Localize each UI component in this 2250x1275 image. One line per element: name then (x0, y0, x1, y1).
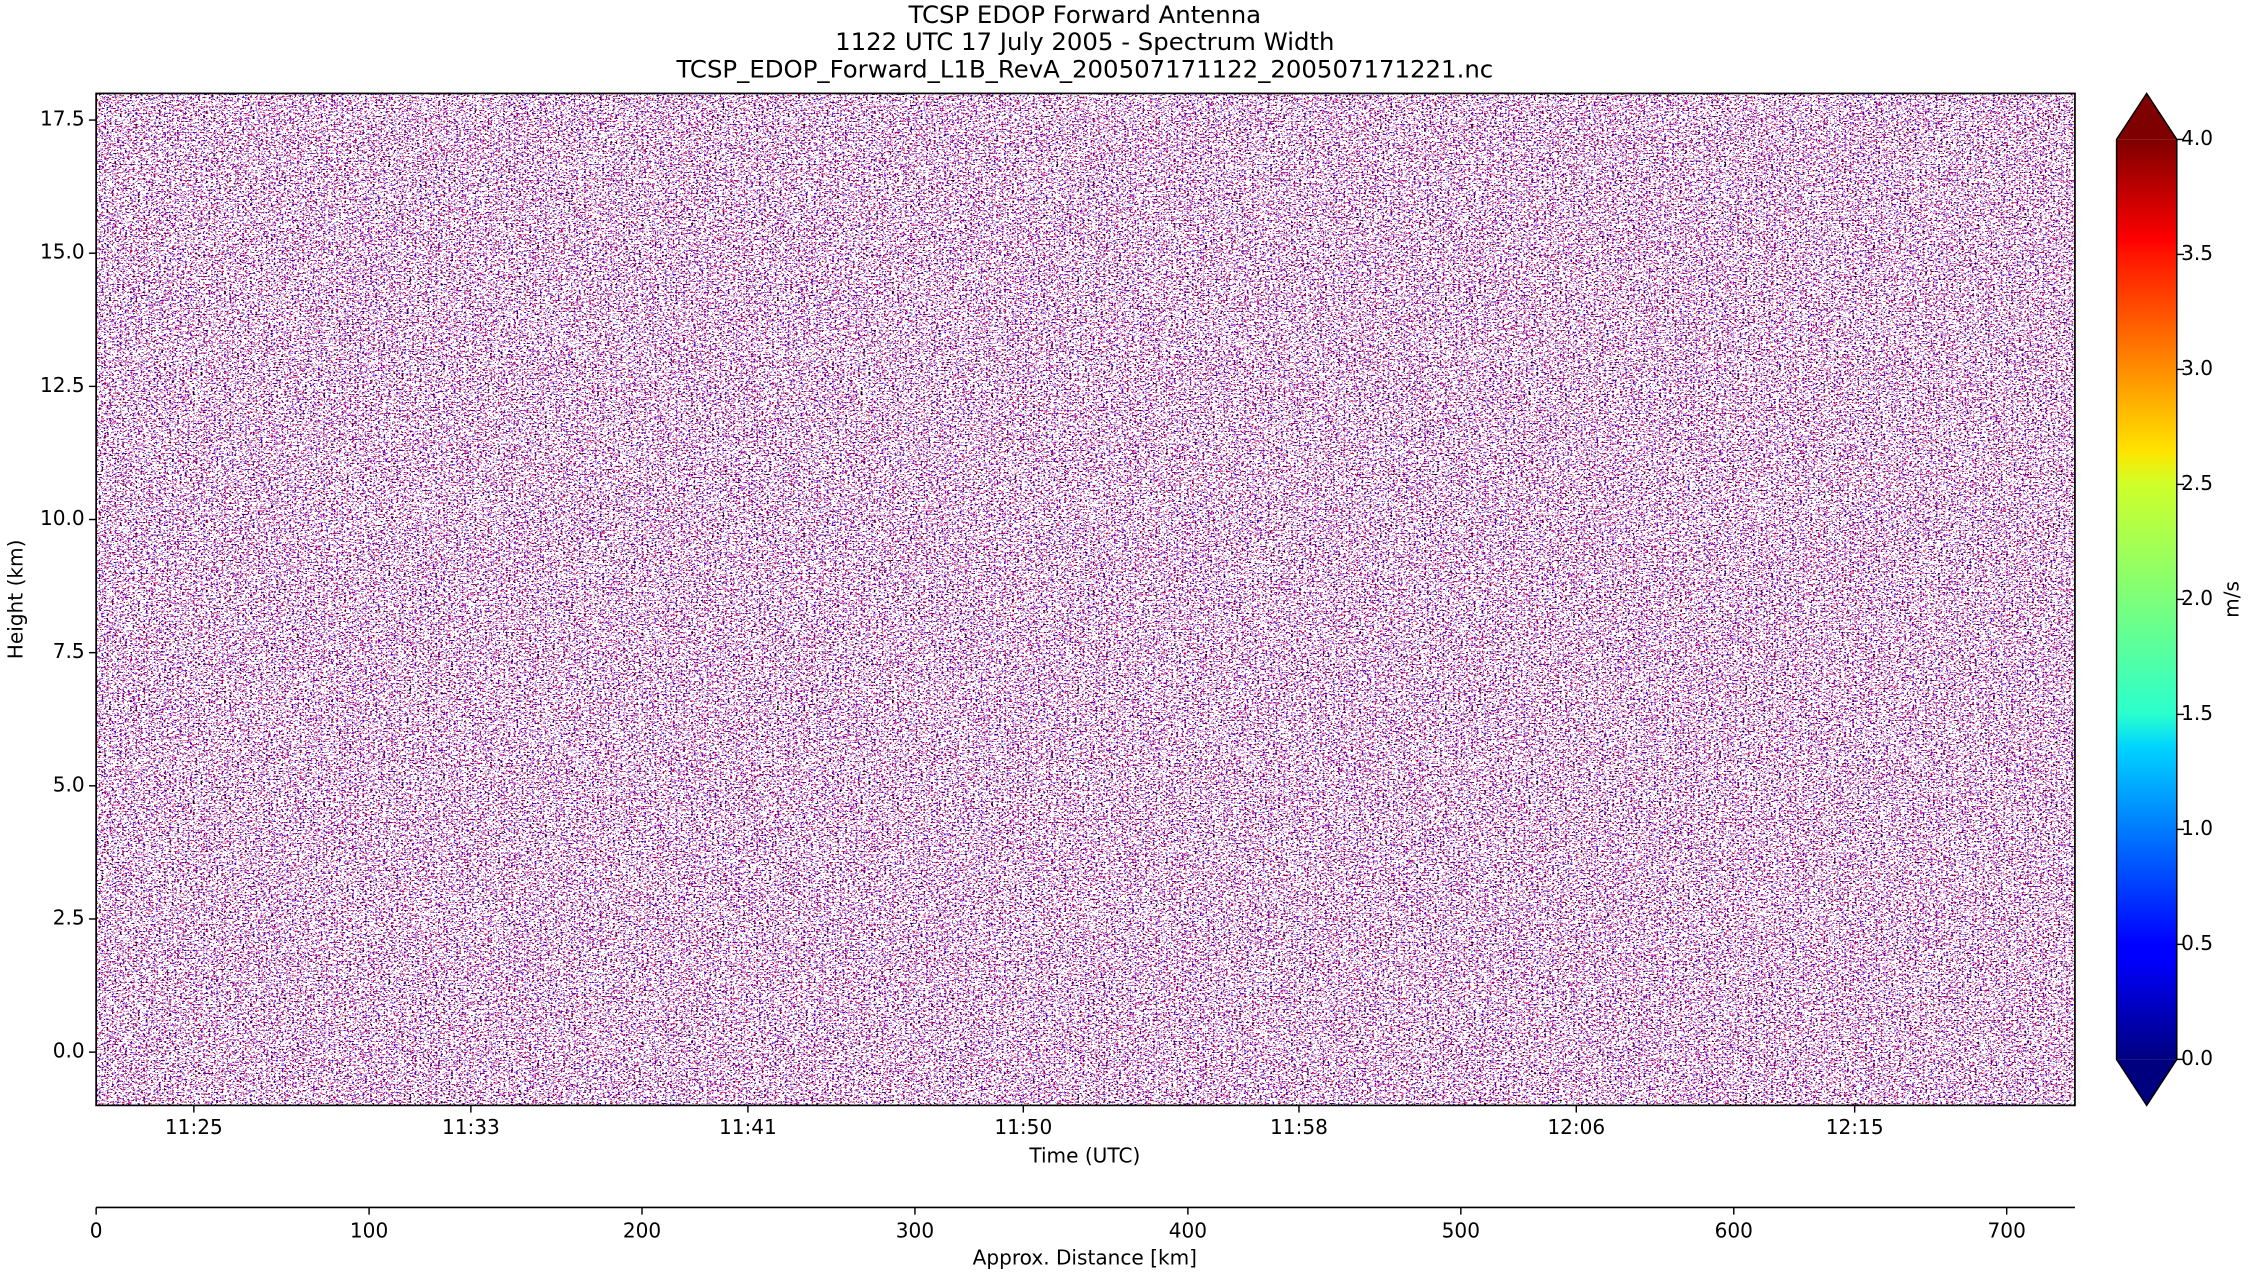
x-axis-label: Time (UTC) (1028, 1144, 1140, 1168)
y-tick-label: 10.0 (40, 506, 85, 530)
x-tick-label: 11:33 (442, 1115, 500, 1139)
y-tick-label: 5.0 (53, 772, 85, 796)
x2-tick-label: 300 (896, 1218, 934, 1242)
x-tick-label: 11:50 (994, 1115, 1052, 1139)
x-tick-label: 11:25 (165, 1115, 223, 1139)
x2-tick-label: 400 (1169, 1218, 1207, 1242)
colorbar-tick-label: 2.0 (2181, 586, 2213, 610)
x-tick-label: 12:15 (1826, 1115, 1884, 1139)
y-axis-label: Height (km) (4, 540, 28, 660)
chart-title: TCSP EDOP Forward Antenna (908, 0, 1262, 29)
radar-image (96, 93, 2075, 1106)
colorbar-tick-label: 1.5 (2181, 701, 2213, 725)
x2-tick-label: 500 (1442, 1218, 1480, 1242)
x-tick-label: 12:06 (1547, 1115, 1605, 1139)
x2-tick-label: 700 (1988, 1218, 2026, 1242)
plot-frame (95, 92, 2076, 1107)
colorbar-extend-low (2116, 1059, 2177, 1106)
y-tick-label: 15.0 (40, 240, 85, 264)
chart-subtitle: TCSP_EDOP_Forward_L1B_RevA_200507171122_… (675, 54, 1493, 83)
x2-tick-label: 600 (1715, 1218, 1753, 1242)
x2-axis-label: Approx. Distance [km] (973, 1246, 1197, 1270)
y-tick-label: 12.5 (40, 373, 85, 397)
colorbar-tick-label: 3.5 (2181, 241, 2213, 265)
y-tick-label: 17.5 (40, 107, 85, 131)
colorbar-extend-high (2116, 93, 2177, 140)
colorbar-tick-label: 0.0 (2181, 1046, 2213, 1070)
colorbar-tick-label: 2.5 (2181, 471, 2213, 495)
x2-tick-label: 0 (90, 1218, 103, 1242)
x-tick-label: 11:58 (1270, 1115, 1328, 1139)
colorbar-tick-label: 1.0 (2181, 816, 2213, 840)
x-tick-label: 11:41 (719, 1115, 777, 1139)
x2-tick-label: 100 (350, 1218, 388, 1242)
colorbar (2116, 139, 2177, 1060)
colorbar-tick-label: 4.0 (2181, 126, 2213, 150)
chart-subtitle: 1122 UTC 17 July 2005 - Spectrum Width (835, 27, 1334, 56)
y-tick-label: 0.0 (53, 1039, 85, 1063)
colorbar-label: m/s (2219, 581, 2243, 618)
colorbar-tick-label: 3.0 (2181, 356, 2213, 380)
x2-tick-label: 200 (623, 1218, 661, 1242)
y-tick-label: 7.5 (53, 639, 85, 663)
colorbar-tick-label: 0.5 (2181, 931, 2213, 955)
y-tick-label: 2.5 (53, 905, 85, 929)
